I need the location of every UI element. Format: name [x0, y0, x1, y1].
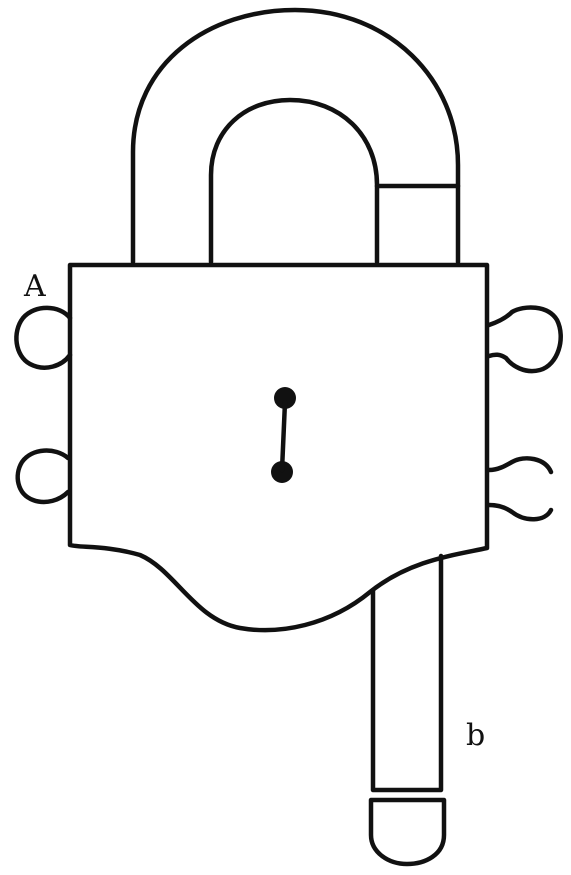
left-knobs: [14, 305, 73, 505]
bolt-shaft: [370, 553, 444, 793]
right-upper-knob: [486, 305, 563, 374]
left-lower-knob: [15, 448, 71, 505]
keyhole: [271, 387, 296, 483]
keyhole-top-dot: [274, 387, 296, 409]
right-lower-knob: [486, 456, 554, 522]
shackle-outer-edge: [130, 7, 461, 265]
label-a: A: [23, 269, 46, 304]
left-upper-knob: [14, 305, 73, 370]
keyhole-slot: [279, 399, 288, 473]
bolt: [368, 553, 447, 867]
right-knobs: [486, 305, 563, 522]
lock-body: [67, 262, 490, 633]
shackle: [130, 7, 461, 265]
label-b: b: [466, 718, 485, 753]
shackle-inner-edge: [208, 97, 380, 265]
bolt-tip: [368, 797, 447, 867]
